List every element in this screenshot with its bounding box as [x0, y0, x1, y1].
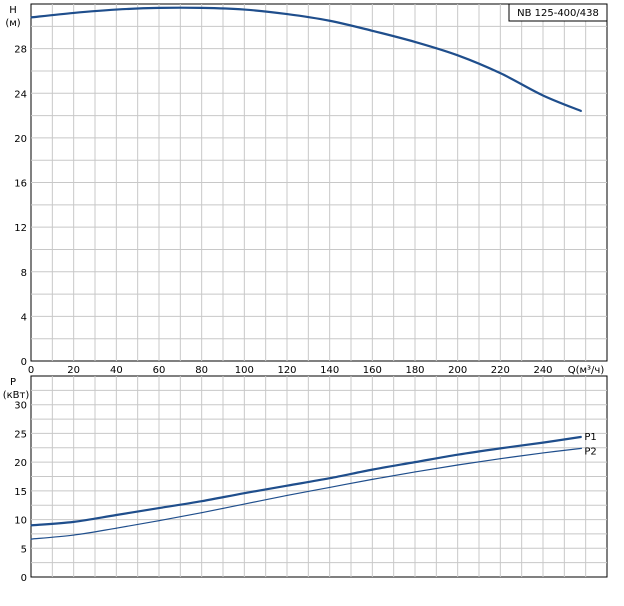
y-tick-label: 8 [21, 268, 27, 279]
data-point [30, 538, 32, 540]
model-label-box [508, 3, 608, 22]
data-point [580, 436, 583, 438]
head-x-ticks: 0 20 40 60 80 100 120 140 160 180 200 220 240 [28, 365, 553, 376]
head-chart: 0 4 8 12 16 20 24 28 0 20 40 60 80 100 120 140 160 180 20… [5, 3, 608, 376]
model-label: NB 125-400/438 [517, 8, 599, 19]
power-curves [30, 435, 583, 540]
data-point [580, 447, 583, 449]
head-chart-grid [31, 4, 607, 361]
data-point [371, 30, 373, 32]
y-tick-label: 4 [21, 312, 27, 323]
y-tick-label: 20 [14, 458, 27, 469]
data-point [286, 485, 288, 487]
data-point [499, 72, 501, 74]
data-point [115, 514, 117, 516]
data-point [158, 7, 160, 9]
x-tick-label: 60 [153, 365, 166, 376]
data-point [414, 461, 416, 463]
power-y-axis-label-symbol: P [10, 377, 16, 388]
y-tick-label: 15 [14, 487, 27, 498]
series-line-head [30, 6, 582, 113]
data-point [73, 534, 75, 536]
data-point [73, 521, 75, 523]
data-point [201, 7, 203, 9]
x-tick-label: 120 [277, 365, 296, 376]
series-label-p1: P1 [584, 432, 596, 443]
power-chart-grid [31, 376, 607, 577]
x-tick-label: 0 [28, 365, 34, 376]
series-line-p2 [30, 447, 582, 540]
head-y-ticks: 0 4 8 12 16 20 24 28 [14, 45, 27, 368]
x-tick-label: 240 [533, 365, 552, 376]
data-point [542, 442, 544, 444]
data-point [158, 507, 160, 509]
y-tick-label: 24 [14, 89, 27, 100]
y-tick-label: 16 [14, 179, 27, 190]
data-point [371, 478, 373, 480]
power-y-ticks: 0 5 10 15 20 25 30 [14, 401, 27, 584]
x-tick-label: 160 [363, 365, 382, 376]
y-tick-label: 20 [14, 134, 27, 145]
y-tick-label: 12 [14, 223, 27, 234]
x-tick-label: 220 [491, 365, 510, 376]
data-point [243, 8, 245, 11]
series-line-p1 [30, 435, 582, 527]
data-point [201, 512, 203, 514]
data-point [371, 469, 373, 471]
y-tick-label: 10 [14, 516, 27, 527]
x-tick-label: 80 [195, 365, 208, 376]
y-tick-label: 5 [21, 544, 27, 555]
y-tick-label: 30 [14, 401, 27, 412]
head-curves [30, 6, 583, 113]
y-tick-label: 25 [14, 429, 27, 440]
x-tick-label: 40 [110, 365, 123, 376]
data-point [457, 464, 459, 466]
x-tick-label: 200 [448, 365, 467, 376]
x-tick-label: 20 [67, 365, 80, 376]
flow-x-axis-label: Q(м³/ч) [568, 365, 605, 376]
data-point [30, 16, 32, 18]
data-point [73, 12, 75, 14]
data-point [329, 477, 331, 479]
data-point [329, 20, 331, 22]
data-point [414, 471, 416, 473]
data-point [30, 524, 32, 526]
x-tick-label: 180 [405, 365, 424, 376]
power-y-axis-label-unit: (кВт) [3, 390, 30, 401]
y-tick-label: 0 [21, 573, 27, 584]
data-point [542, 94, 544, 97]
data-point [414, 41, 416, 43]
series-label-p2: P2 [584, 446, 596, 457]
data-point [499, 447, 501, 449]
data-point [457, 454, 459, 456]
y-tick-label: 28 [14, 45, 27, 56]
data-point [115, 527, 117, 529]
x-tick-label: 140 [320, 365, 339, 376]
x-tick-label: 100 [235, 365, 254, 376]
data-point [201, 500, 203, 502]
data-point [542, 452, 544, 454]
data-point [329, 486, 331, 489]
data-point [243, 503, 245, 505]
head-y-axis-label-symbol: H [9, 5, 17, 16]
data-point [158, 520, 160, 522]
data-point [286, 494, 288, 497]
data-point [243, 492, 245, 494]
data-point [457, 54, 459, 56]
data-point [286, 13, 288, 15]
y-tick-label: 0 [21, 357, 27, 368]
data-point [499, 458, 501, 460]
data-point [115, 8, 117, 11]
data-point [580, 110, 583, 112]
head-y-axis-label-unit: (м) [5, 18, 20, 29]
